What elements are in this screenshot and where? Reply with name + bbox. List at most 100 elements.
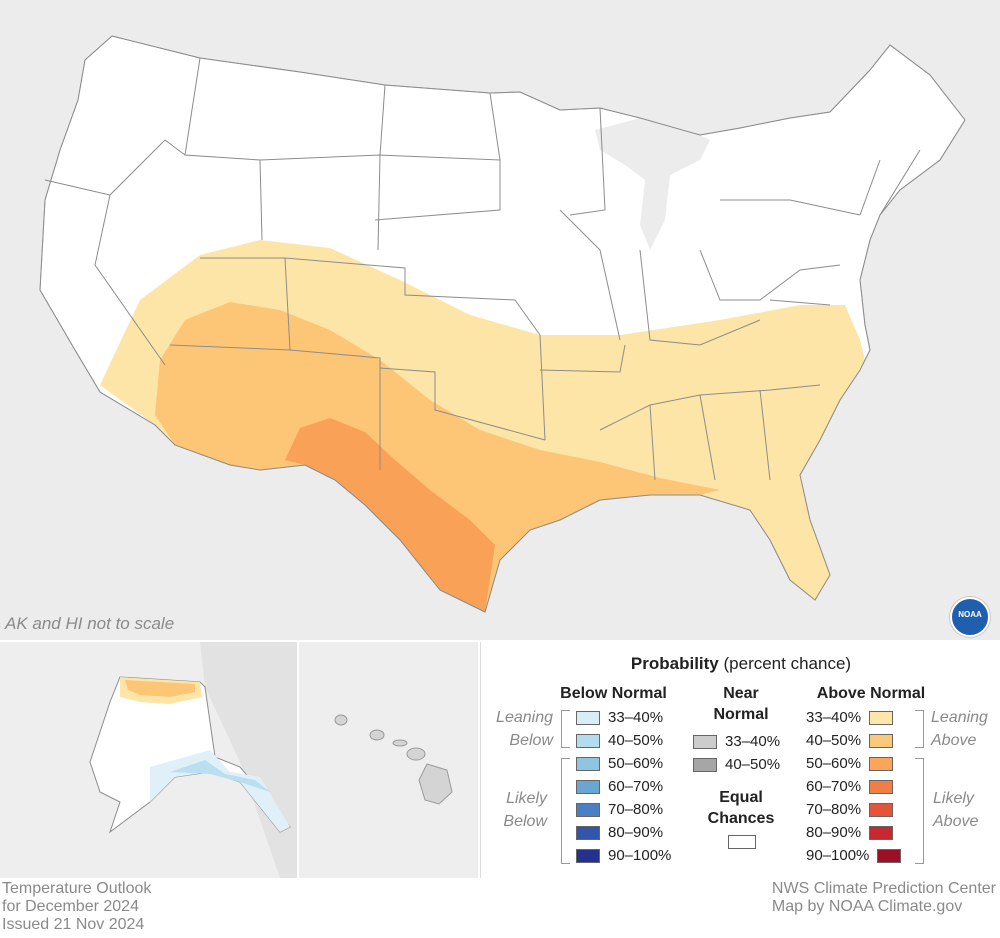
- conus-map: AK and HI not to scale NOAA: [0, 0, 1000, 640]
- above-leaning-bracket: [915, 710, 924, 748]
- caption-title: Temperature Outlook: [2, 880, 152, 897]
- credit-map: Map by NOAA Climate.gov: [771, 898, 963, 915]
- below-normal-swatch: [576, 802, 600, 817]
- below-normal-swatch: [576, 710, 600, 725]
- below-normal-swatch: [576, 848, 600, 863]
- below-normal-row: 60–70%: [576, 775, 663, 798]
- below-normal-row: 40–50%: [576, 729, 663, 752]
- below-leaning-label: Leaning Below: [481, 706, 553, 752]
- below-normal-label: 80–90%: [608, 824, 664, 841]
- hawaii-map-svg: [299, 642, 478, 878]
- big-island: [418, 763, 453, 805]
- hawaii-inset: [299, 642, 478, 878]
- below-leaning-bracket: [561, 710, 570, 748]
- above-likely-bracket: [915, 758, 924, 864]
- maui: [406, 747, 426, 761]
- outlook-caption: Temperature Outlook for December 2024 Is…: [2, 880, 151, 934]
- above-normal-swatch: [869, 825, 894, 840]
- above-likely-label-2: Above: [933, 813, 979, 830]
- below-normal-label: 33–40%: [608, 709, 664, 726]
- above-normal-swatch: [877, 848, 902, 863]
- above-leaning-label-1: Leaning: [931, 709, 988, 726]
- above-normal-swatch: [869, 710, 894, 725]
- equal-chances-header-2: Chances: [707, 810, 775, 827]
- near-normal-label: 33–40%: [725, 733, 781, 750]
- below-normal-row: 33–40%: [576, 706, 663, 729]
- above-50-60-region: [285, 418, 495, 612]
- below-normal-label: 90–100%: [608, 847, 672, 864]
- above-normal-row: 70–80%: [806, 798, 894, 821]
- alaska-above-40-50: [125, 680, 195, 697]
- credit-source: NWS Climate Prediction Center: [771, 880, 996, 897]
- noaa-logo-text: NOAA: [958, 610, 982, 619]
- scale-note: AK and HI not to scale: [5, 614, 175, 633]
- great-lakes: [595, 118, 710, 250]
- conus-map-svg: [39, 35, 966, 613]
- below-normal-row: 90–100%: [576, 844, 671, 867]
- near-normal-swatch: [693, 757, 717, 772]
- below-likely-label-2: Below: [503, 813, 547, 830]
- above-40-50-region: [155, 302, 720, 612]
- near-normal-swatch: [693, 734, 717, 749]
- below-likely-bracket: [561, 758, 570, 864]
- above-normal-row: 40–50%: [806, 729, 894, 752]
- above-normal-row: 80–90%: [806, 821, 894, 844]
- near-normal-row: 33–40%: [693, 730, 780, 753]
- state-borders: [44, 57, 921, 481]
- above-leaning-label: Leaning Above: [931, 706, 1000, 752]
- above-likely-label-1: Likely: [933, 790, 974, 807]
- caption-period: for December 2024: [2, 898, 139, 915]
- above-normal-label: 80–90%: [806, 824, 862, 841]
- above-leaning-label-2: Above: [931, 732, 977, 749]
- below-normal-swatch: [576, 779, 600, 794]
- below-normal-row: 50–60%: [576, 752, 663, 775]
- oahu: [369, 729, 385, 741]
- equal-chances-header-1: Equal: [719, 789, 763, 806]
- equal-chances-header: Equal Chances: [686, 787, 796, 829]
- near-normal-label: 40–50%: [725, 756, 781, 773]
- legend-title-rest: (percent chance): [723, 654, 852, 673]
- below-leaning-label-1: Leaning: [496, 709, 553, 726]
- alaska-map-svg: [0, 642, 297, 878]
- above-normal-label: 33–40%: [806, 709, 862, 726]
- below-normal-label: 50–60%: [608, 755, 664, 772]
- above-normal-label: 90–100%: [806, 847, 870, 864]
- below-normal-row: 80–90%: [576, 821, 663, 844]
- near-normal-header-1: Near: [723, 685, 759, 702]
- above-normal-swatch: [869, 779, 894, 794]
- above-normal-label: 60–70%: [806, 778, 862, 795]
- below-normal-swatch: [576, 825, 600, 840]
- below-normal-header: Below Normal: [560, 685, 667, 702]
- legend: Probability (percent chance) Below Norma…: [480, 642, 1000, 878]
- credits: NWS Climate Prediction Center Map by NOA…: [772, 880, 996, 916]
- below-likely-label: Likely Below: [481, 787, 547, 833]
- equal-chances-swatch: [728, 835, 756, 849]
- above-normal-row: 60–70%: [806, 775, 894, 798]
- above-normal-swatch: [869, 802, 894, 817]
- legend-title-bold: Probability: [630, 654, 719, 673]
- caption-issued: Issued 21 Nov 2024: [2, 916, 145, 933]
- below-normal-label: 70–80%: [608, 801, 664, 818]
- legend-title: Probability (percent chance): [481, 654, 1000, 674]
- near-normal-header: Near Normal: [686, 683, 796, 725]
- above-normal-header: Above Normal: [816, 685, 926, 702]
- above-likely-label: Likely Above: [933, 787, 993, 833]
- below-normal-swatch: [576, 756, 600, 771]
- below-normal-label: 40–50%: [608, 732, 664, 749]
- above-normal-label: 40–50%: [806, 732, 862, 749]
- below-normal-label: 60–70%: [608, 778, 664, 795]
- molokai: [392, 739, 408, 747]
- above-normal-label: 70–80%: [806, 801, 862, 818]
- near-normal-header-2: Normal: [713, 706, 769, 723]
- above-normal-row: 50–60%: [806, 752, 894, 775]
- above-normal-swatch: [869, 756, 894, 771]
- below-leaning-label-2: Below: [509, 732, 553, 749]
- alaska-inset: [0, 642, 297, 878]
- above-normal-swatch: [869, 733, 894, 748]
- kauai: [334, 714, 348, 726]
- below-normal-row: 70–80%: [576, 798, 663, 821]
- below-likely-label-1: Likely: [506, 790, 547, 807]
- above-normal-row: 90–100%: [806, 844, 902, 867]
- alaska-below-40-50: [170, 760, 270, 792]
- near-normal-row: 40–50%: [693, 753, 780, 776]
